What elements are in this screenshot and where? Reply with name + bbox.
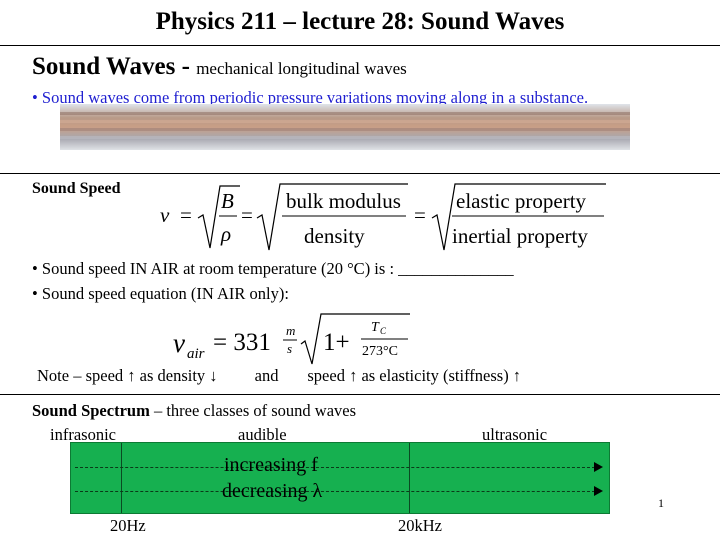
bullet-text: Sound waves come from periodic pressure …	[41, 88, 589, 107]
air-speed-formula: v air = 331 m s 1+ T C 273°C	[173, 313, 410, 365]
arrow-right-icon	[594, 462, 603, 472]
formula-equals-3: =	[414, 203, 426, 227]
air-formula-tc: T	[371, 320, 380, 335]
formula-B: B	[221, 189, 234, 213]
title-divider	[0, 45, 720, 46]
air-formula-one-plus: 1+	[323, 329, 350, 356]
bullet-dot-icon: •	[32, 259, 38, 278]
section-heading-sound-speed: Sound Speed	[32, 180, 121, 197]
formula-equals-1: =	[180, 203, 192, 227]
bullet-dot-icon: •	[32, 88, 38, 107]
air-formula-sub: air	[187, 346, 205, 362]
section-divider-1	[0, 173, 720, 174]
heading-subtext: mechanical longitudinal waves	[196, 59, 407, 78]
formula-equals-2: =	[241, 203, 253, 227]
label-infrasonic: infrasonic	[50, 425, 116, 444]
heading-subtext: – three classes of sound waves	[149, 401, 357, 420]
label-increasing-f: increasing f	[224, 454, 318, 476]
air-formula-331: = 331	[213, 329, 271, 356]
label-20hz: 20Hz	[110, 516, 146, 535]
formula-bulk-modulus: bulk modulus	[286, 189, 401, 213]
label-20khz: 20kHz	[398, 516, 442, 535]
air-formula-s: s	[287, 341, 292, 356]
arrow-right-icon	[594, 486, 603, 496]
label-audible: audible	[238, 425, 287, 444]
label-ultrasonic: ultrasonic	[482, 425, 548, 444]
formula-inertial-property: inertial property	[452, 224, 588, 248]
bullet-speed-room-temp: • Sound speed IN AIR at room temperature…	[32, 259, 514, 279]
pressure-wave-image	[60, 104, 630, 150]
spectrum-bar: increasing f decreasing λ	[70, 442, 610, 514]
section-divider-2	[0, 394, 720, 395]
boundary-20hz	[121, 443, 122, 513]
note-speed-relations: Note – speed ↑ as density ↓ and speed ↑ …	[37, 366, 522, 385]
bullet-speed-equation: • Sound speed equation (IN AIR only):	[32, 284, 289, 304]
air-formula-m: m	[286, 323, 295, 338]
section-heading-sound-waves: Sound Waves - mechanical longitudinal wa…	[32, 53, 407, 81]
label-decreasing-lambda: decreasing λ	[222, 480, 323, 502]
heading-text: Sound Waves -	[32, 53, 197, 80]
bullet-text: Sound speed IN AIR at room temperature (…	[41, 259, 514, 278]
air-formula-v: v	[173, 328, 185, 358]
bullet-sound-origin: • Sound waves come from periodic pressur…	[32, 88, 588, 108]
boundary-20khz	[409, 443, 410, 513]
arrow-line-2	[75, 491, 595, 492]
air-formula-tc-sub: C	[380, 326, 387, 336]
air-formula-denominator: 273°C	[362, 344, 398, 359]
formula-elastic-property: elastic property	[456, 189, 587, 213]
arrow-line-1	[75, 467, 595, 468]
section-heading-sound-spectrum: Sound Spectrum – three classes of sound …	[32, 401, 356, 421]
page-number: 1	[658, 496, 664, 510]
formula-density: density	[304, 224, 365, 248]
bullet-text: Sound speed equation (IN AIR only):	[41, 284, 289, 303]
heading-text: Sound Spectrum	[32, 401, 150, 420]
formula-rho: ρ	[220, 222, 231, 246]
bullet-dot-icon: •	[32, 284, 38, 303]
slide-title: Physics 211 – lecture 28: Sound Waves	[155, 8, 565, 35]
sound-speed-formula: v = B ρ = bulk modulus density = elastic…	[160, 183, 606, 251]
formula-v: v	[160, 203, 170, 227]
